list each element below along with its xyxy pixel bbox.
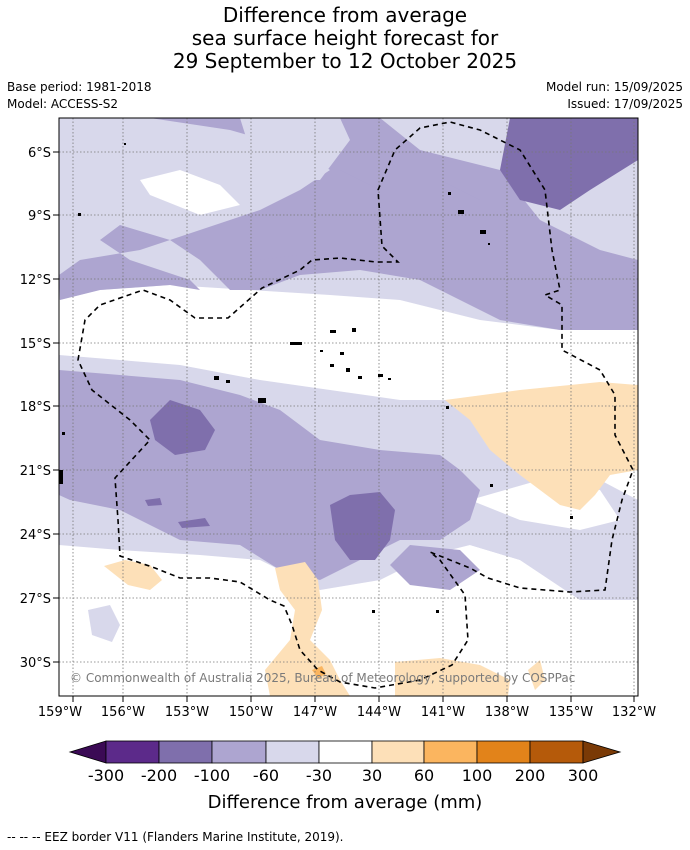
lon-tick-label: 135°W <box>549 705 593 720</box>
lat-tick-label: 18°S <box>20 400 51 415</box>
lon-tick-label: 147°W <box>293 705 337 720</box>
colorbar-label: 100 <box>461 766 493 785</box>
colorbar-label: -100 <box>193 766 231 785</box>
lat-tick-label: 24°S <box>20 528 51 543</box>
colorbar-label: 30 <box>361 766 383 785</box>
latitude-labels: 6°S 9°S 12°S 15°S 18°S 21°S 24°S 27°S 30… <box>20 146 51 671</box>
lon-tick-label: 153°W <box>165 705 209 720</box>
map-title-line1: Difference from average <box>222 3 468 27</box>
islands <box>59 143 573 613</box>
eez-border <box>77 121 634 689</box>
colorbar-label: -200 <box>140 766 178 785</box>
map-fill: © Commonwealth of Australia 2025, Bureau… <box>59 118 638 696</box>
lat-tick-label: 15°S <box>20 337 51 352</box>
lon-tick-label: 150°W <box>229 705 273 720</box>
eez-legend-note: -- -- -- EEZ border V11 (Flanders Marine… <box>7 830 344 844</box>
colorbar-title: Difference from average (mm) <box>207 792 483 813</box>
lat-tick-label: 21°S <box>20 464 51 479</box>
lon-tick-label: 159°W <box>38 705 82 720</box>
lat-tick-label: 12°S <box>20 273 51 288</box>
model-name: Model: ACCESS-S2 <box>7 97 119 111</box>
map-title-line3: 29 September to 12 October 2025 <box>172 49 518 73</box>
model-run: Model run: 15/09/2025 <box>545 80 683 94</box>
lat-tick-label: 27°S <box>20 592 51 607</box>
lon-tick-label: 156°W <box>101 705 145 720</box>
lat-tick-label: 9°S <box>28 209 51 224</box>
lon-tick-label: 138°W <box>485 705 529 720</box>
issued-date: Issued: 17/09/2025 <box>567 97 683 111</box>
colorbar-label: 300 <box>567 766 599 785</box>
lat-tick-label: 30°S <box>20 656 51 671</box>
lat-tick-label: 6°S <box>28 146 51 161</box>
colorbar-label: -60 <box>252 766 280 785</box>
colorbar <box>68 740 622 764</box>
copyright-notice: © Commonwealth of Australia 2025, Bureau… <box>70 671 575 685</box>
lon-tick-label: 141°W <box>421 705 465 720</box>
colorbar-label: -300 <box>87 766 125 785</box>
colorbar-label: 60 <box>413 766 435 785</box>
map-title-line2: sea surface height forecast for <box>191 26 499 50</box>
map-frame <box>58 117 639 697</box>
longitude-labels: 159°W 156°W 153°W 150°W 147°W 144°W 141°… <box>38 705 656 720</box>
colorbar-label: 200 <box>514 766 546 785</box>
lon-tick-label: 132°W <box>612 705 656 720</box>
tick-marks <box>53 151 635 702</box>
colorbar-label: -30 <box>305 766 333 785</box>
lon-tick-label: 144°W <box>357 705 401 720</box>
base-period: Base period: 1981-2018 <box>7 80 152 94</box>
